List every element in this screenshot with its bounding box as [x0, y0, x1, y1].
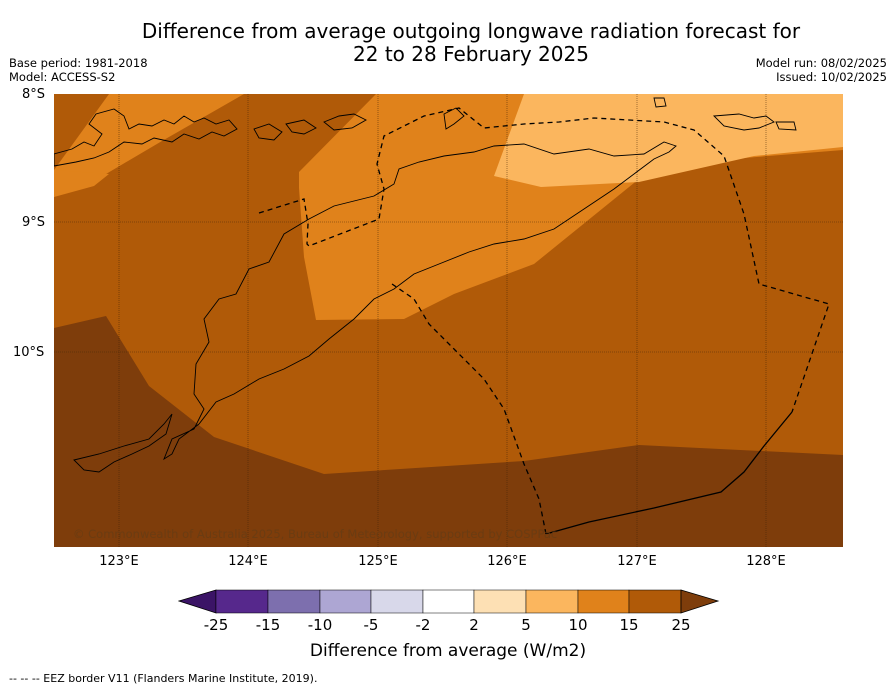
island-coast-6: [443, 107, 465, 130]
coastlines: [54, 97, 797, 473]
sumba-coast: [73, 413, 173, 473]
lat-label-10s: 10°S: [13, 345, 45, 360]
eez-border-solid: [545, 411, 793, 535]
flores-coast: [54, 108, 238, 167]
colorbar-label: Difference from average (W/m2): [309, 641, 587, 661]
colorbar-swatch-6: [473, 589, 527, 614]
title-line-1: Difference from average outgoing longwav…: [141, 19, 801, 43]
colorbar-swatch-4: [370, 589, 424, 614]
colorbar-tick: -10: [307, 616, 333, 634]
island-coast-2: [285, 119, 317, 135]
graticule: [54, 94, 843, 547]
colorbar-tick: -5: [363, 616, 379, 634]
colorbar-tick: -2: [415, 616, 431, 634]
page-title: Difference from average outgoing longwav…: [70, 20, 872, 66]
eez-border: [258, 107, 830, 535]
anomaly-region-5-10: [494, 94, 843, 187]
timor-coast: [163, 141, 677, 461]
wetar-coast: [712, 113, 775, 131]
colorbar-extend-high: [680, 589, 720, 614]
meta-left: Base period: 1981-2018 Model: ACCESS-S2: [9, 56, 148, 84]
lon-label-128e: 128°E: [746, 554, 786, 569]
anomaly-region-10-15-west: [54, 170, 109, 197]
colorbar-tick: -15: [255, 616, 281, 634]
colorbar-tick: 10: [568, 616, 588, 634]
model-run: Model run: 08/02/2025: [755, 56, 887, 70]
title-line-2: 22 to 28 February 2025: [353, 42, 589, 66]
footnote: -- -- -- EEZ border V11 (Flanders Marine…: [9, 672, 318, 685]
lon-label-123e: 123°E: [99, 554, 139, 569]
colorbar-swatch-3: [319, 589, 372, 614]
issued-date: Issued: 10/02/2025: [776, 70, 887, 84]
colorbar-swatch-9: [628, 589, 682, 614]
colorbar-swatch-7: [525, 589, 579, 614]
colorbar-swatch-1: [215, 589, 269, 614]
colorbar-tick: -25: [203, 616, 229, 634]
lon-label-124e: 124°E: [228, 554, 268, 569]
meta-right: Model run: 08/02/2025 Issued: 10/02/2025: [756, 56, 887, 84]
lon-label-125e: 125°E: [358, 554, 398, 569]
base-period: Base period: 1981-2018: [9, 56, 148, 70]
colorbar-swatch-5: [422, 589, 475, 614]
lat-label-8s: 8°S: [22, 87, 46, 102]
island-coast-5: [653, 97, 667, 108]
colorbar-swatch-8: [577, 589, 630, 614]
ol-radiation-map: [54, 94, 843, 547]
lon-label-127e: 127°E: [617, 554, 657, 569]
model-name: Model: ACCESS-S2: [9, 70, 116, 84]
lat-label-9s: 9°S: [22, 215, 46, 230]
colorbar-tick: 2: [469, 616, 479, 634]
copyright-text: © Commonwealth of Australia 2025, Bureau…: [73, 527, 558, 541]
colorbar: [178, 589, 720, 614]
island-coast-4: [775, 121, 797, 131]
island-coast-3: [323, 113, 367, 131]
island-coast-1: [253, 123, 283, 141]
lon-label-126e: 126°E: [487, 554, 527, 569]
colorbar-tick: 5: [521, 616, 531, 634]
colorbar-extend-low: [178, 589, 217, 614]
anomaly-region-above-25: [54, 316, 843, 547]
colorbar-swatch-2: [267, 589, 321, 614]
colorbar-tick: 25: [671, 616, 691, 634]
colorbar-tick: 15: [619, 616, 639, 634]
